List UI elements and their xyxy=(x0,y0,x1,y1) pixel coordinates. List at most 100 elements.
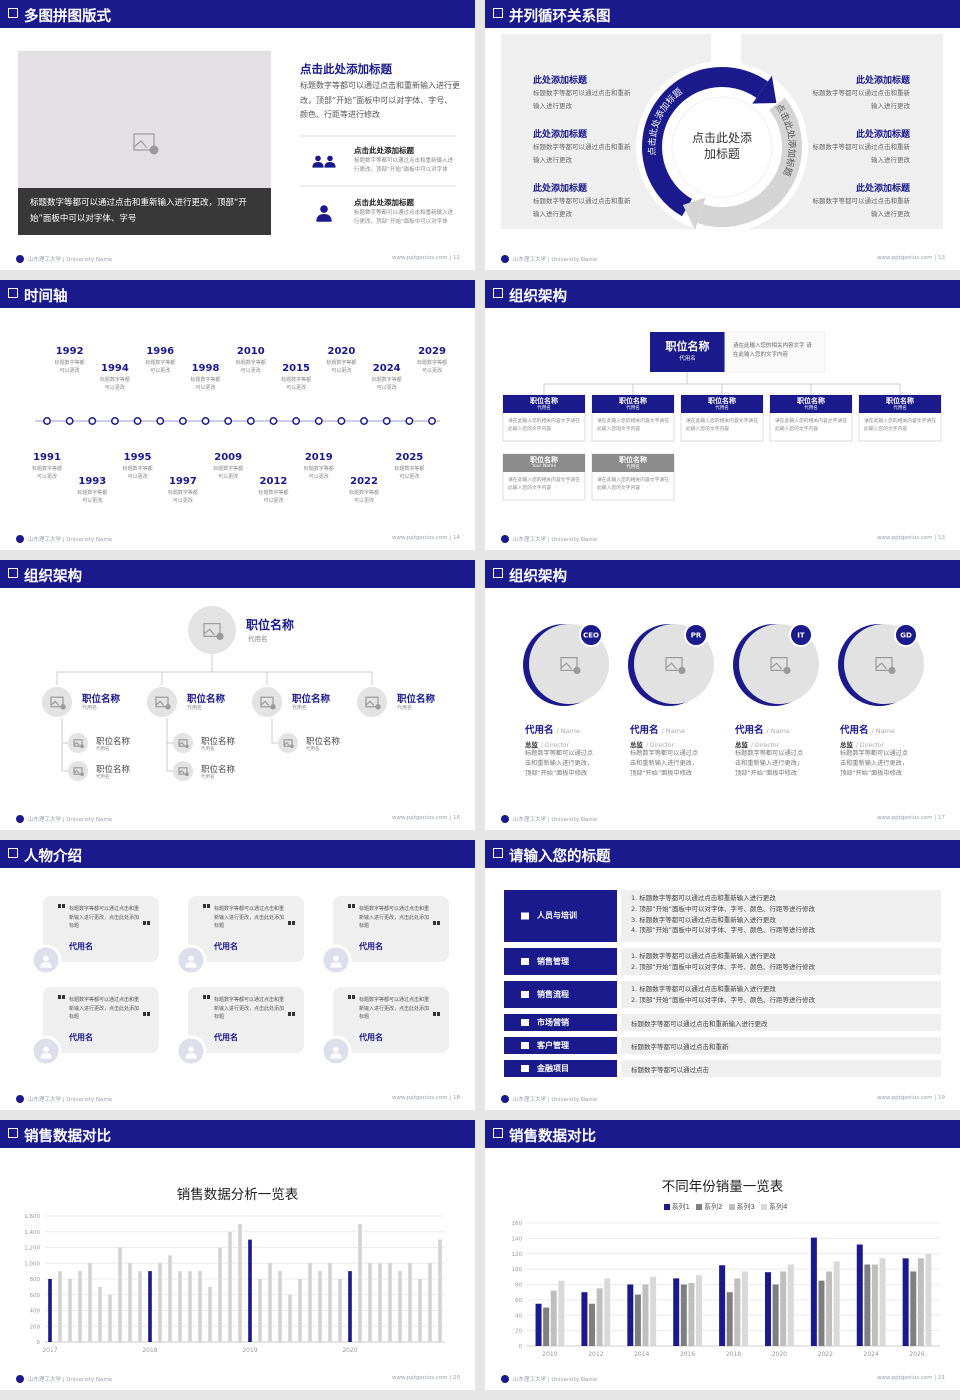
slide: 点击此处添加标题 点击此处添加标题 并列循环关系图 山东理工大学 | Universi… xyxy=(485,0,960,270)
image-icon xyxy=(560,662,572,670)
image-icon xyxy=(365,700,375,706)
bar xyxy=(388,1263,392,1342)
person-text: 标题数字等都可以通过点击和重新输入进行更改，顶部“开始”面板中修改 xyxy=(630,750,699,777)
slide: 组织架构 山东理工大学 | University Name www.pptgeniu… xyxy=(485,280,960,550)
item-title: 此处添加标题 xyxy=(855,130,910,140)
header-icon xyxy=(8,288,18,298)
bar xyxy=(138,1271,142,1342)
bar xyxy=(218,1247,222,1342)
card-text: 标题数字等都可以通过点击和重新输入进行更改，点击此处添加标题 xyxy=(214,906,285,929)
image-icon xyxy=(178,769,185,774)
logo xyxy=(16,815,24,823)
item-title: 点击此处添加标题 xyxy=(354,146,414,155)
y-tick-label: 160 xyxy=(512,1221,523,1227)
header-bar xyxy=(485,1120,960,1148)
box-sub: 代用名 xyxy=(626,465,640,470)
quote-mark xyxy=(292,1012,295,1016)
event-text: 标题数字等都可以更改 xyxy=(281,377,312,391)
person-icon xyxy=(330,1053,342,1059)
x-tick-label: 2024 xyxy=(864,1351,879,1358)
box-sub: Your Name xyxy=(531,464,557,469)
slide-graphics: CEO PR IT GD xyxy=(501,623,924,823)
header-icon xyxy=(8,8,18,18)
person-icon xyxy=(330,962,342,968)
box-title: 职位名称 xyxy=(619,397,647,405)
row-list: 标题数字等都可以通过点击和重新输入进行更改 顶部“开始”面板中可以对字体、字号、颜… xyxy=(631,951,815,973)
name: 代用名 xyxy=(735,725,764,736)
bar xyxy=(88,1263,92,1342)
event-text: 标题数字等都可以更改 xyxy=(54,360,85,374)
image-icon xyxy=(260,696,274,708)
box-header xyxy=(859,395,941,413)
role-line: 总监 / Director xyxy=(630,732,674,751)
quote-mark xyxy=(352,904,355,908)
person-icon xyxy=(188,955,194,962)
head-title: 职位名称 xyxy=(665,340,710,353)
timeline-dot xyxy=(178,417,187,425)
person-icon xyxy=(316,214,332,222)
event-text: 标题数字等都可以更改 xyxy=(122,466,153,480)
slide: 时间轴 山东理工大学 | University Name www.pptgenius… xyxy=(0,280,475,550)
bar xyxy=(418,1279,422,1342)
row-icon xyxy=(521,958,529,965)
slide-title: 并列循环关系图 xyxy=(509,9,611,25)
year: 1994 xyxy=(101,363,129,374)
y-tick-label: 140 xyxy=(512,1236,523,1242)
header-icon xyxy=(493,1128,503,1138)
slide-title: 销售数据对比 xyxy=(24,1129,111,1145)
bar xyxy=(158,1263,162,1342)
item-title: 此处添加标题 xyxy=(855,184,910,194)
header-bar xyxy=(485,840,960,868)
person-icon xyxy=(312,162,324,168)
header-icon xyxy=(8,848,18,858)
heading: 点击此处添加标题 xyxy=(300,62,392,76)
person-icon xyxy=(185,1053,197,1059)
year: 1992 xyxy=(55,346,84,357)
y-tick-label: 1,600 xyxy=(24,1214,40,1220)
legend-label: 系列1 xyxy=(671,1203,691,1211)
child-sub: 代用名 xyxy=(306,747,320,752)
event-text: 标题数字等都可以更改 xyxy=(394,466,425,480)
bar xyxy=(696,1275,703,1346)
box-text: 请在此输入您的相关内容文字请在此输入您的文字内容 xyxy=(775,419,847,432)
x-tick-label: 2012 xyxy=(588,1351,603,1358)
bar xyxy=(98,1286,102,1342)
quote-mark xyxy=(437,921,440,925)
row-label-box xyxy=(504,1014,617,1031)
caption: 标题数字等都可以通过点击和重新输入进行更改，顶部“开始”面板中可以对字体、字号 xyxy=(30,198,247,224)
event-text: 标题数字等都可以更改 xyxy=(167,490,198,504)
child-title: 职位名称 xyxy=(201,737,236,747)
head-title: 职位名称 xyxy=(246,618,295,632)
x-tick-label: 2019 xyxy=(242,1347,257,1354)
timeline-dot xyxy=(156,417,165,425)
header-icon xyxy=(493,848,503,858)
bar xyxy=(198,1271,202,1342)
x-tick-label: 2017 xyxy=(42,1347,57,1354)
header-bar xyxy=(485,0,960,28)
cycle-arrow xyxy=(752,75,777,104)
image-icon xyxy=(185,772,189,776)
bar xyxy=(398,1271,402,1342)
badge-text: CEO xyxy=(583,632,599,640)
header-bar xyxy=(0,840,475,868)
bar xyxy=(787,1264,794,1346)
image-icon xyxy=(665,662,677,670)
bar xyxy=(348,1271,352,1342)
header-bar xyxy=(0,0,475,28)
legend-label: 系列3 xyxy=(736,1203,755,1211)
footer-school: 山东理工大学 | University Name xyxy=(28,817,113,823)
box-header xyxy=(592,395,674,413)
event-text: 标题数字等都可以更改 xyxy=(258,490,289,504)
timeline-dot xyxy=(43,417,51,425)
bar xyxy=(378,1263,382,1342)
event-text: 标题数字等都可以更改 xyxy=(77,490,108,504)
bar xyxy=(48,1279,52,1342)
slide-title: 多图拼图版式 xyxy=(24,9,111,25)
name-line: 代用名 / Name xyxy=(735,718,790,737)
year: 2009 xyxy=(214,452,243,463)
card-text: 标题数字等都可以通过点击和重新输入进行更改，点击此处添加标题 xyxy=(359,997,430,1020)
box-title: 职位名称 xyxy=(797,397,825,405)
